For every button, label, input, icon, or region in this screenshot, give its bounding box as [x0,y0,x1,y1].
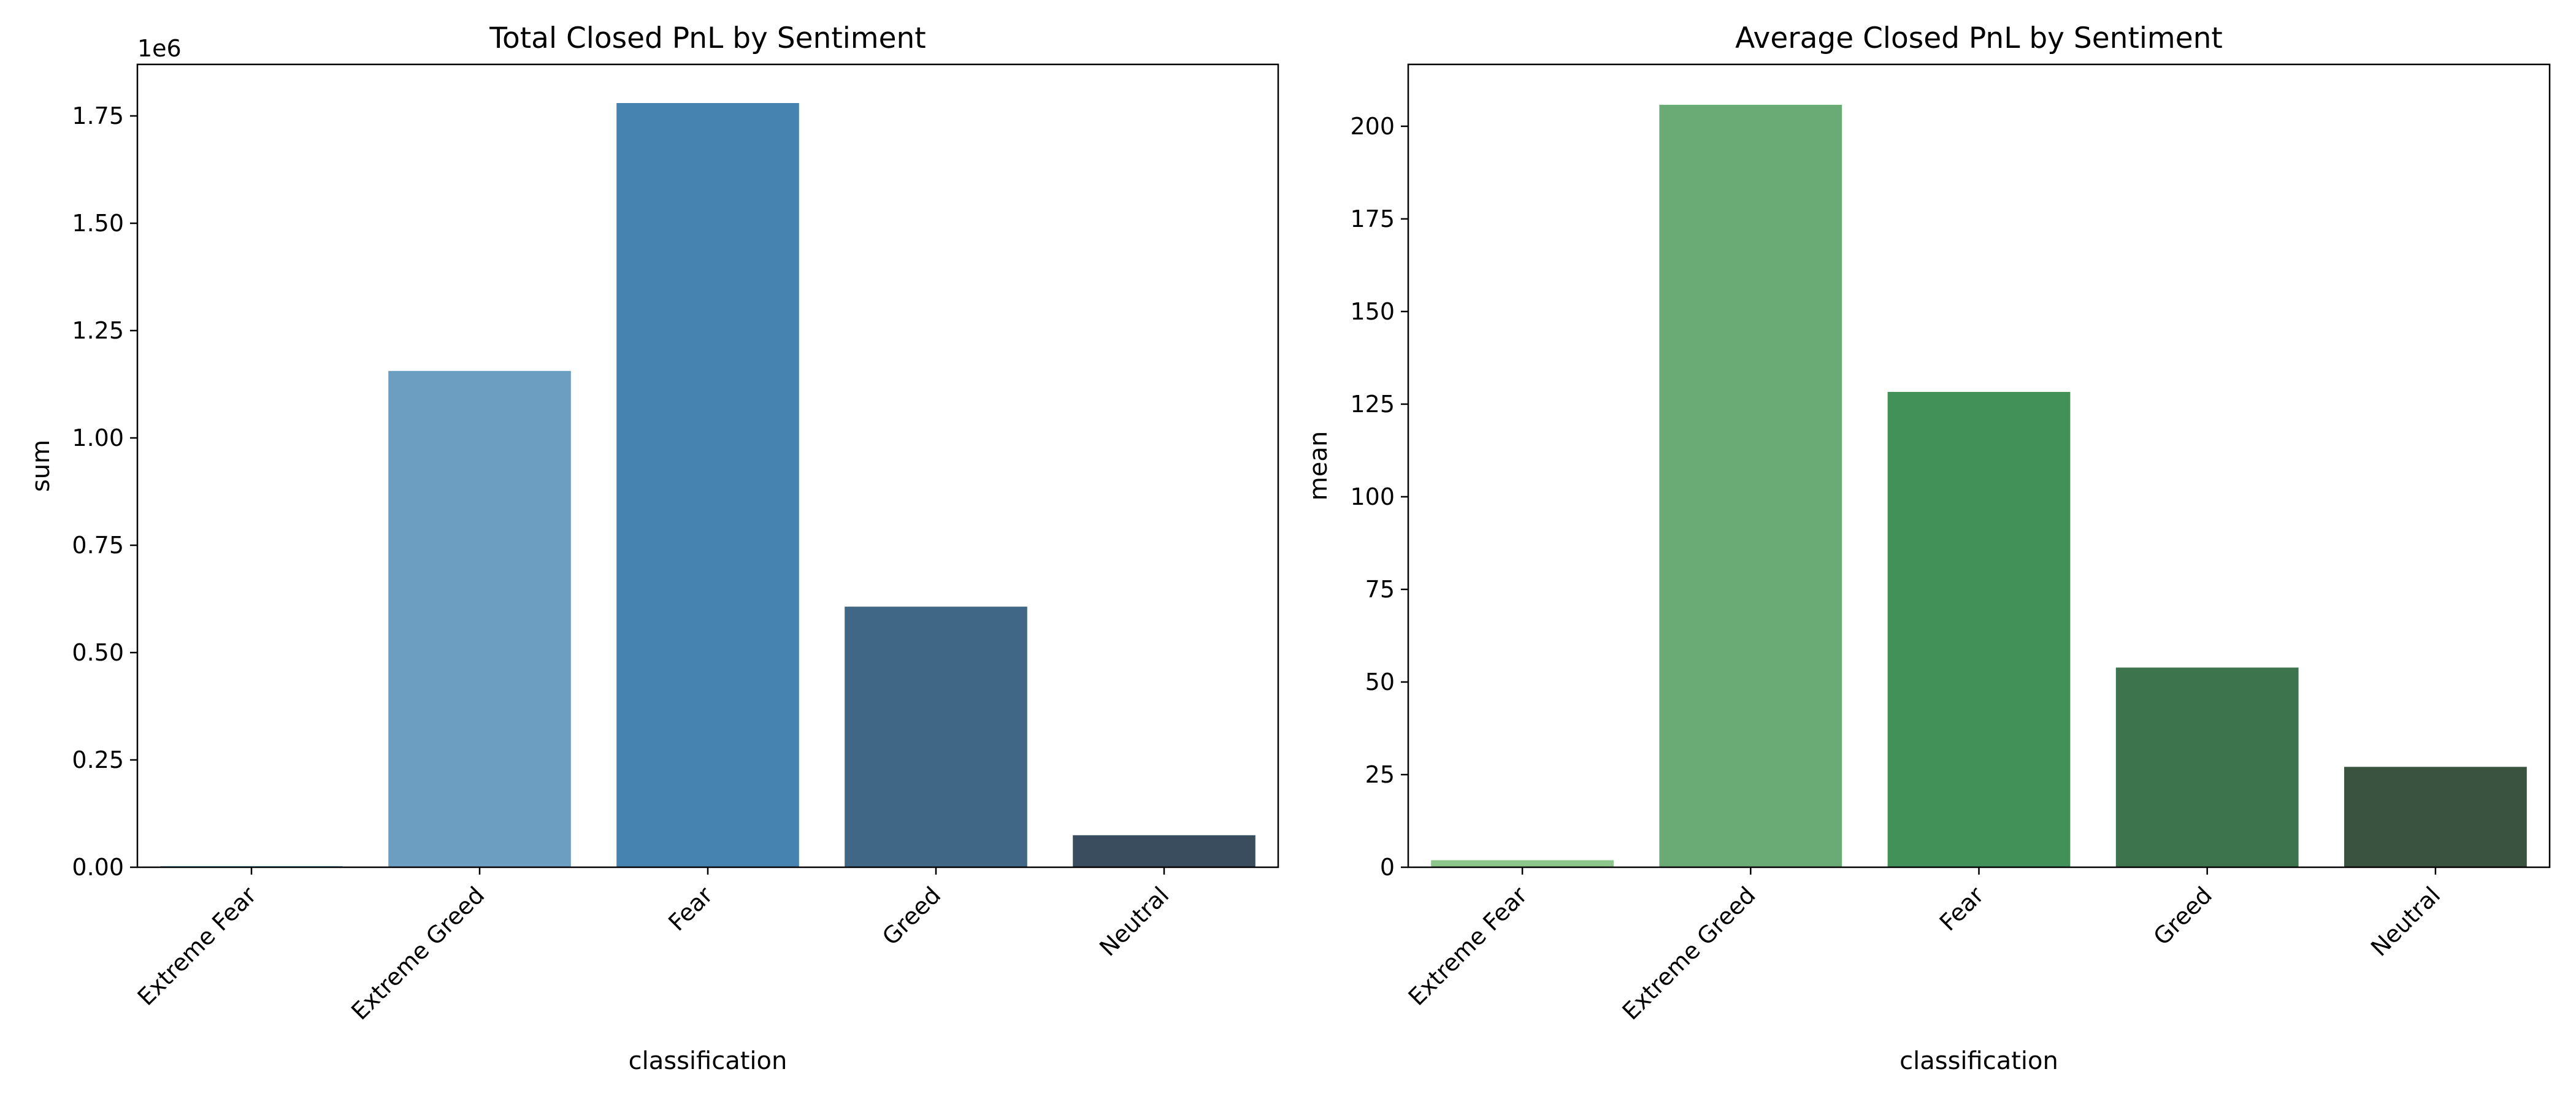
bars [160,103,1255,867]
y-tick-label: 50 [1365,669,1395,696]
x-tick-label: Fear [663,881,718,936]
y-axis-label: mean [1305,431,1333,500]
bar-extreme-fear [1431,860,1614,867]
plot-frame [1407,63,2551,868]
y-ticks: 0 25 50 75 100 125 150 175 200 [1350,113,1408,881]
x-axis-label: classification [1899,1047,2058,1075]
y-tick-label: 1.75 [72,102,124,129]
bar-extreme-greed [388,370,571,867]
y-tick-label: 150 [1350,298,1395,325]
y-ticks: 0.00 0.25 0.50 0.75 1.00 1.25 1.50 1.75 [72,102,137,881]
x-ticks: Extreme Fear Extreme Greed Fear Greed Neutra… [132,867,1174,1025]
bar-greed [845,607,1027,867]
chart-title: Total Closed PnL by Sentiment [489,21,926,55]
y-axis-label: sum [27,440,55,492]
x-axis-label: classification [629,1047,788,1075]
bar-neutral [1073,835,1255,867]
x-tick-label: Fear [1934,881,1989,936]
y-tick-label: 0.00 [72,854,124,881]
y-tick-label: 1.00 [72,424,124,451]
bar-extreme-greed [1659,104,1842,867]
bar-fear [1887,391,2071,867]
bar-greed [2115,667,2299,867]
x-tick-label: Extreme Fear [132,881,262,1011]
bar-neutral [2344,767,2527,867]
x-tick-label: Extreme Greed [1617,881,1761,1025]
x-tick-label: Neutral [1094,881,1174,961]
y-tick-label: 75 [1365,576,1395,603]
chart-title: Average Closed PnL by Sentiment [1735,21,2223,55]
x-ticks: Extreme Fear Extreme Greed Fear Greed Neutra… [1403,867,2445,1025]
plot-frame [136,63,1279,868]
y-tick-label: 1.50 [72,210,124,237]
y-tick-label: 200 [1350,113,1395,140]
y-tick-label: 0.50 [72,639,124,666]
y-tick-label: 100 [1350,483,1395,510]
y-tick-label: 1.25 [72,317,124,344]
x-tick-label: Extreme Greed [346,881,489,1025]
y-tick-label: 25 [1365,761,1395,788]
y-tick-label: 0.75 [72,532,124,559]
x-tick-label: Extreme Fear [1403,881,1533,1011]
x-tick-label: Greed [877,881,946,951]
y-tick-label: 0 [1380,854,1395,881]
y-axis-offset-label: 1e6 [137,35,182,62]
y-tick-label: 175 [1350,205,1395,232]
bars [1431,104,2527,867]
bar-fear [616,103,799,867]
chart-total-pnl: Total Closed PnL by Sentiment sum classi… [27,21,1279,1075]
y-tick-label: 125 [1350,391,1395,418]
x-tick-label: Greed [2149,881,2218,951]
y-tick-label: 0.25 [72,746,124,773]
chart-average-pnl: Average Closed PnL by Sentiment mean cla… [1305,21,2551,1075]
x-tick-label: Neutral [2366,881,2445,961]
